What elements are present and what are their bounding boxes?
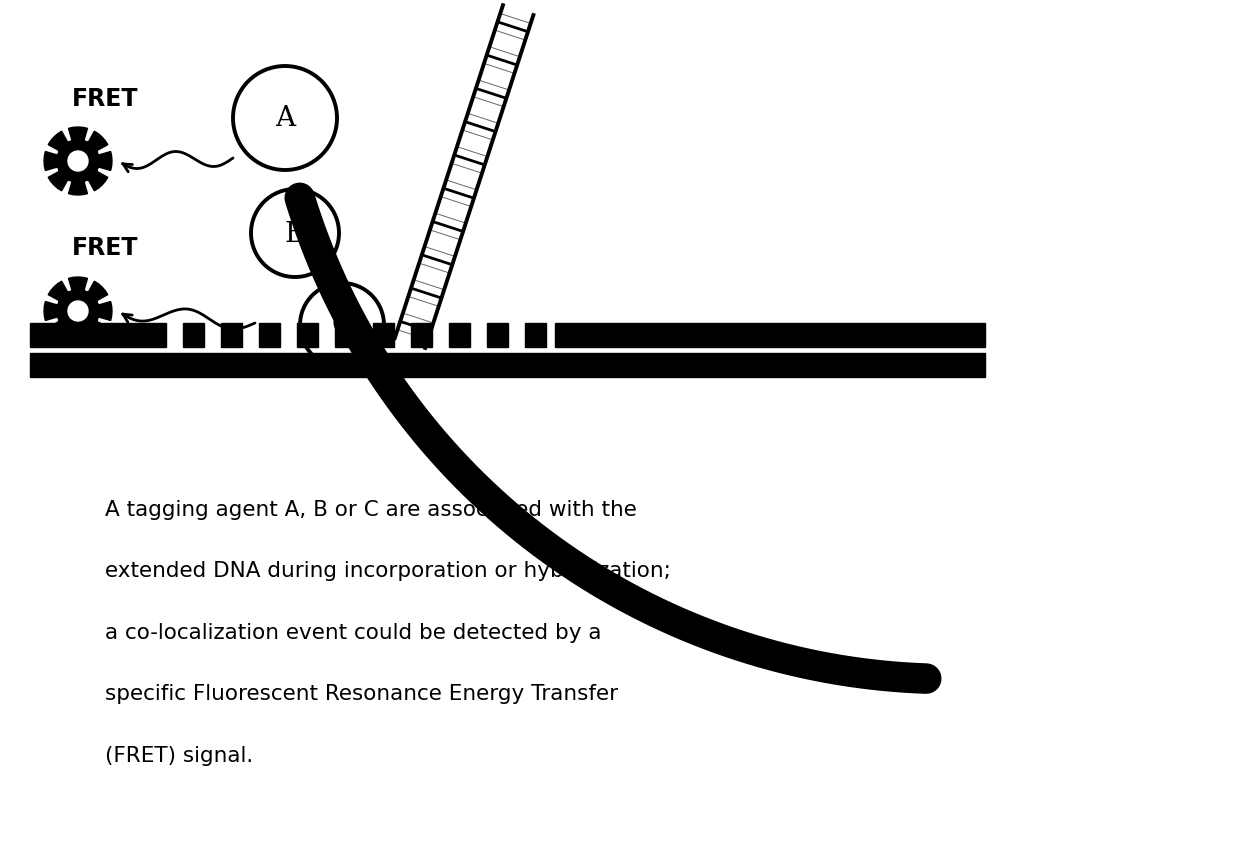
Text: (FRET) signal.: (FRET) signal. — [105, 745, 254, 764]
Bar — [298, 324, 317, 348]
Bar — [184, 324, 205, 348]
Text: FRET: FRET — [72, 87, 139, 111]
Bar — [30, 324, 145, 348]
Text: a co-localization event could be detected by a: a co-localization event could be detecte… — [105, 622, 601, 641]
Polygon shape — [68, 152, 88, 171]
Bar — [373, 324, 394, 348]
Polygon shape — [43, 278, 112, 345]
Bar — [525, 324, 546, 348]
Bar — [259, 324, 280, 348]
Text: B: B — [285, 220, 305, 247]
Bar — [145, 324, 166, 348]
Polygon shape — [68, 302, 88, 322]
Text: specific Fluorescent Resonance Energy Transfer: specific Fluorescent Resonance Energy Tr… — [105, 683, 619, 703]
Text: C: C — [331, 312, 352, 339]
Bar — [30, 354, 985, 378]
Bar — [335, 324, 356, 348]
Bar — [556, 324, 985, 348]
Polygon shape — [43, 128, 112, 196]
Text: extended DNA during incorporation or hybridization;: extended DNA during incorporation or hyb… — [105, 560, 671, 580]
Bar — [487, 324, 508, 348]
Text: FRET: FRET — [72, 235, 139, 259]
Bar — [449, 324, 470, 348]
Text: A: A — [275, 106, 295, 132]
Bar — [410, 324, 432, 348]
Bar — [221, 324, 242, 348]
Text: A tagging agent A, B or C are associated with the: A tagging agent A, B or C are associated… — [105, 499, 637, 519]
